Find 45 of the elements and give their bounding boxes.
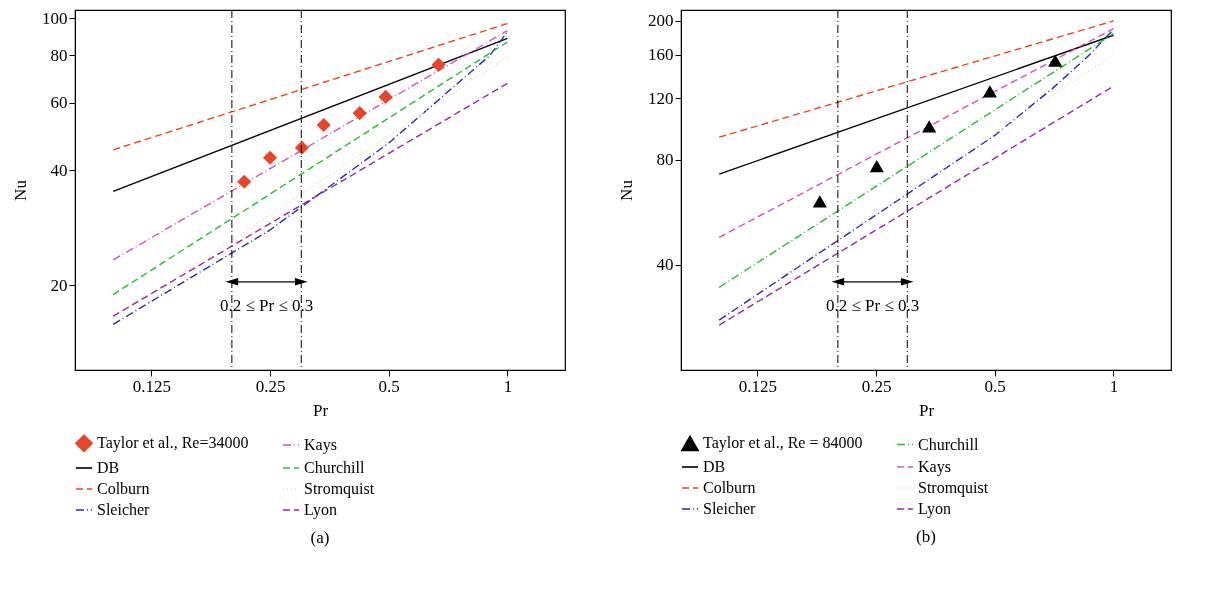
text: (a) <box>310 528 330 547</box>
y-tick-label: 80 <box>50 45 68 65</box>
legend-label: Lyon <box>918 500 951 518</box>
x-tick-label: 0.5 <box>984 376 1006 396</box>
y-tick-label: 80 <box>656 150 674 170</box>
x-tick-label: 0.125 <box>738 376 778 396</box>
legend-label: Sleicher <box>97 501 151 518</box>
legend-label: Colburn <box>97 480 150 497</box>
legend-label: Sleicher <box>703 500 757 517</box>
y-tick-label: 20 <box>50 275 68 295</box>
legend-label: Lyon <box>304 501 337 519</box>
legend-label: Kays <box>918 458 951 476</box>
point <box>812 195 827 208</box>
text: (b) <box>916 527 936 546</box>
legend-label: Stromquist <box>918 479 989 497</box>
annotation: 0.2 ≤ Pr ≤ 0.3 <box>219 295 314 315</box>
y-axis-title: Nu <box>617 179 636 201</box>
x-tick-label: 0.25 <box>255 376 286 396</box>
y-tick-label: 100 <box>42 8 68 28</box>
legend-label: Colburn <box>703 479 756 496</box>
x-tick-label: 0.125 <box>132 376 172 396</box>
x-tick-label: 1 <box>503 376 513 396</box>
y-tick-label: 160 <box>648 45 674 65</box>
x-tick-label: 0.25 <box>861 376 892 396</box>
legend-label: Churchill <box>304 459 365 476</box>
legend-label: Taylor et al., Re = 84000 <box>703 434 863 453</box>
y-tick-label: 200 <box>648 11 674 31</box>
x-axis-title: Pr <box>312 400 329 420</box>
y-tick-label: 120 <box>648 88 674 108</box>
legend-label: DB <box>97 459 120 476</box>
y-tick-label: 40 <box>50 160 68 180</box>
legend-label: Kays <box>304 436 337 454</box>
legend-label: Taylor et al., Re=34000 <box>97 434 249 453</box>
y-axis-title: Nu <box>11 179 30 201</box>
legend-label: Churchill <box>918 435 979 453</box>
point <box>869 159 884 173</box>
x-axis-title: Pr <box>918 400 935 420</box>
x-tick-label: 0.5 <box>378 376 400 396</box>
legend-label: DB <box>703 458 726 475</box>
annotation: 0.2 ≤ Pr ≤ 0.3 <box>825 295 920 315</box>
y-tick-label: 40 <box>656 255 674 275</box>
y-tick-label: 60 <box>50 93 68 113</box>
legend-label: Stromquist <box>304 480 375 498</box>
point <box>982 85 997 98</box>
x-tick-label: 1 <box>1109 376 1119 396</box>
